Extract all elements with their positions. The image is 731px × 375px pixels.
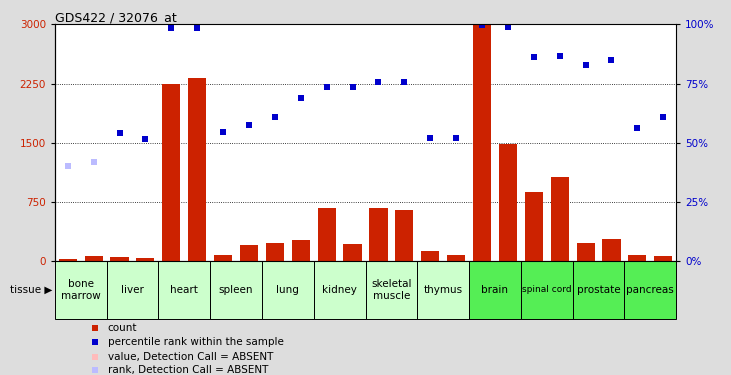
Text: brain: brain [482,285,509,295]
Text: thymus: thymus [423,285,463,295]
Bar [366,261,417,319]
Text: GDS422 / 32076_at: GDS422 / 32076_at [55,11,177,24]
Bar [447,255,465,261]
Bar [499,144,517,261]
Bar [292,240,310,261]
Text: spinal cord: spinal cord [522,285,572,294]
Bar [417,261,469,319]
Text: heart: heart [170,285,198,295]
Bar [55,261,107,319]
Text: bone
marrow: bone marrow [61,279,101,301]
Bar [369,208,387,261]
Bar [602,239,621,261]
Text: rank, Detection Call = ABSENT: rank, Detection Call = ABSENT [107,365,268,375]
Bar [473,25,491,261]
Text: tissue ▶: tissue ▶ [10,285,52,295]
Bar [572,261,624,319]
Text: liver: liver [121,285,144,295]
Text: lung: lung [276,285,299,295]
Bar [107,261,159,319]
Bar [214,255,232,261]
Text: count: count [107,323,137,333]
Bar [159,261,211,319]
Bar [110,257,129,261]
Bar [344,243,362,261]
Bar [395,210,414,261]
Text: spleen: spleen [219,285,254,295]
Bar [85,256,103,261]
Bar [469,261,520,319]
Bar [58,258,77,261]
Bar [421,251,439,261]
Bar [137,258,154,261]
Bar [188,78,206,261]
Bar [577,243,594,261]
Bar [654,256,673,261]
Bar [317,208,336,261]
Bar [525,192,543,261]
Bar [521,261,572,319]
Bar [266,243,284,261]
Bar [314,261,366,319]
Text: percentile rank within the sample: percentile rank within the sample [107,338,284,347]
Bar [624,261,676,319]
Bar [628,255,646,261]
Text: skeletal
muscle: skeletal muscle [371,279,412,301]
Text: prostate: prostate [577,285,621,295]
Bar [240,245,258,261]
Bar [262,261,314,319]
Text: kidney: kidney [322,285,357,295]
Text: value, Detection Call = ABSENT: value, Detection Call = ABSENT [107,351,273,361]
Bar [162,84,181,261]
Text: pancreas: pancreas [626,285,674,295]
Bar [550,177,569,261]
Bar [211,261,262,319]
